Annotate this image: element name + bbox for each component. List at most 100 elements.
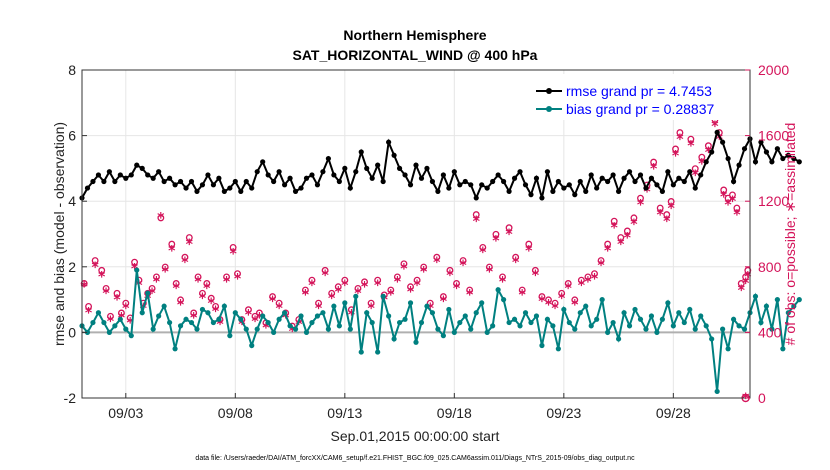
rmse-point bbox=[199, 182, 206, 188]
obs-possible-point bbox=[744, 266, 752, 274]
obs-assimilated-point: * bbox=[275, 301, 283, 317]
rmse-point bbox=[687, 169, 693, 175]
bias-point bbox=[238, 316, 244, 322]
obs-possible-point bbox=[168, 240, 176, 248]
x-tick-label: 09/03 bbox=[108, 405, 143, 421]
obs-assimilated-point: * bbox=[168, 243, 176, 259]
bias-point bbox=[106, 329, 112, 335]
bias-point bbox=[161, 303, 167, 309]
obs-assimilated-point: * bbox=[127, 316, 135, 332]
obs-assimilated-point: * bbox=[584, 275, 592, 291]
rmse-point bbox=[303, 175, 310, 181]
bias-point bbox=[281, 310, 288, 316]
obs-assimilated-point: * bbox=[486, 265, 494, 281]
obs-assimilated-point: * bbox=[611, 220, 619, 236]
bias-point bbox=[703, 323, 709, 329]
rmse-point bbox=[457, 182, 463, 188]
bias-point bbox=[101, 319, 107, 326]
bias-point bbox=[676, 310, 682, 316]
y-axis-left-label: rmse and bias (model - observation) bbox=[51, 122, 67, 346]
obs-assimilated-point: * bbox=[203, 281, 211, 297]
obs-assimilated-point: * bbox=[597, 258, 605, 274]
bias-point bbox=[473, 310, 479, 316]
obs-assimilated-point: * bbox=[186, 237, 194, 253]
rmse-point bbox=[117, 172, 123, 178]
obs-possible-point bbox=[321, 266, 329, 274]
rmse-point bbox=[643, 185, 649, 191]
bias-point bbox=[544, 316, 551, 322]
x-axis-ticks: 09/03 09/08 09/13 09/18 09/23 09/28 bbox=[108, 393, 691, 421]
bias-point bbox=[506, 319, 512, 326]
rmse-point bbox=[161, 178, 167, 185]
bias-point bbox=[490, 323, 496, 329]
obs-possible-point bbox=[499, 273, 506, 281]
obs-possible-point bbox=[724, 194, 732, 202]
x-tick-label: 09/08 bbox=[218, 405, 253, 421]
obs-assimilated-point: * bbox=[571, 298, 579, 314]
rmse-point bbox=[347, 185, 353, 191]
obs-assimilated-point: * bbox=[98, 270, 106, 286]
rmse-point bbox=[188, 178, 195, 185]
obs-possible-point bbox=[564, 280, 572, 287]
obs-assimilated-point: * bbox=[479, 245, 487, 261]
bias-point bbox=[353, 293, 359, 299]
obs-assimilated-point: * bbox=[374, 278, 382, 294]
rmse-point bbox=[123, 175, 129, 181]
bias-point bbox=[134, 267, 140, 273]
obs-possible-point bbox=[199, 289, 206, 297]
obs-assimilated-point: * bbox=[234, 271, 242, 287]
rmse-point bbox=[528, 192, 534, 198]
bias-point bbox=[577, 310, 583, 316]
obs-assimilated-point: * bbox=[354, 286, 362, 302]
obs-possible-point bbox=[374, 276, 382, 284]
rmse-point bbox=[588, 172, 594, 178]
obs-assimilated-point: * bbox=[711, 119, 719, 135]
bias-point bbox=[183, 316, 189, 322]
bias-point bbox=[468, 326, 474, 332]
bias-point bbox=[457, 319, 463, 326]
bias-point bbox=[479, 300, 485, 306]
bias-point bbox=[413, 339, 419, 345]
obs-possible-point bbox=[102, 284, 110, 292]
y-tick-label: 4 bbox=[68, 193, 76, 209]
bias-point bbox=[796, 297, 802, 303]
bias-point bbox=[681, 319, 687, 326]
obs-assimilated-point: * bbox=[512, 255, 520, 271]
obs-assimilated-point: * bbox=[315, 301, 323, 317]
rmse-point bbox=[418, 175, 425, 181]
obs-assimilated-point: * bbox=[212, 304, 220, 320]
rmse-point bbox=[210, 182, 217, 188]
rmse-point bbox=[583, 188, 589, 194]
obs-possible-point bbox=[367, 299, 375, 307]
rmse-point bbox=[610, 172, 616, 178]
bias-point bbox=[287, 323, 293, 329]
obs-possible-point bbox=[85, 302, 93, 310]
rmse-point bbox=[637, 172, 644, 178]
y-tick-label: -2 bbox=[64, 390, 77, 406]
legend-rmse-label: rmse grand pr = 4.7453 bbox=[566, 83, 712, 99]
obs-assimilated-point: * bbox=[729, 194, 737, 210]
rmse-point bbox=[615, 188, 622, 194]
obs-possible-point bbox=[131, 258, 139, 266]
rmse-point bbox=[287, 175, 293, 181]
obs-assimilated-point: * bbox=[302, 288, 310, 304]
bias-point bbox=[446, 306, 452, 313]
obs-assimilated-point: * bbox=[525, 243, 533, 259]
rmse-point bbox=[544, 169, 551, 175]
rmse-point bbox=[424, 165, 430, 171]
obs-possible-point bbox=[617, 234, 625, 242]
rmse-point bbox=[632, 178, 638, 185]
rmse-point bbox=[134, 162, 140, 168]
rmse-point bbox=[391, 152, 397, 158]
rmse-point bbox=[90, 178, 96, 185]
rmse-point bbox=[451, 169, 457, 175]
rmse-point bbox=[276, 169, 282, 175]
obs-assimilated-point: * bbox=[716, 132, 724, 148]
rmse-point bbox=[785, 152, 791, 158]
rmse-point bbox=[309, 172, 315, 178]
obs-possible-point bbox=[229, 243, 237, 251]
bias-point bbox=[605, 329, 611, 335]
bias-point bbox=[227, 333, 233, 339]
rmse-point bbox=[396, 165, 403, 171]
chart-subtitle: SAT_HORIZONTAL_WIND @ 400 hPa bbox=[293, 47, 538, 63]
